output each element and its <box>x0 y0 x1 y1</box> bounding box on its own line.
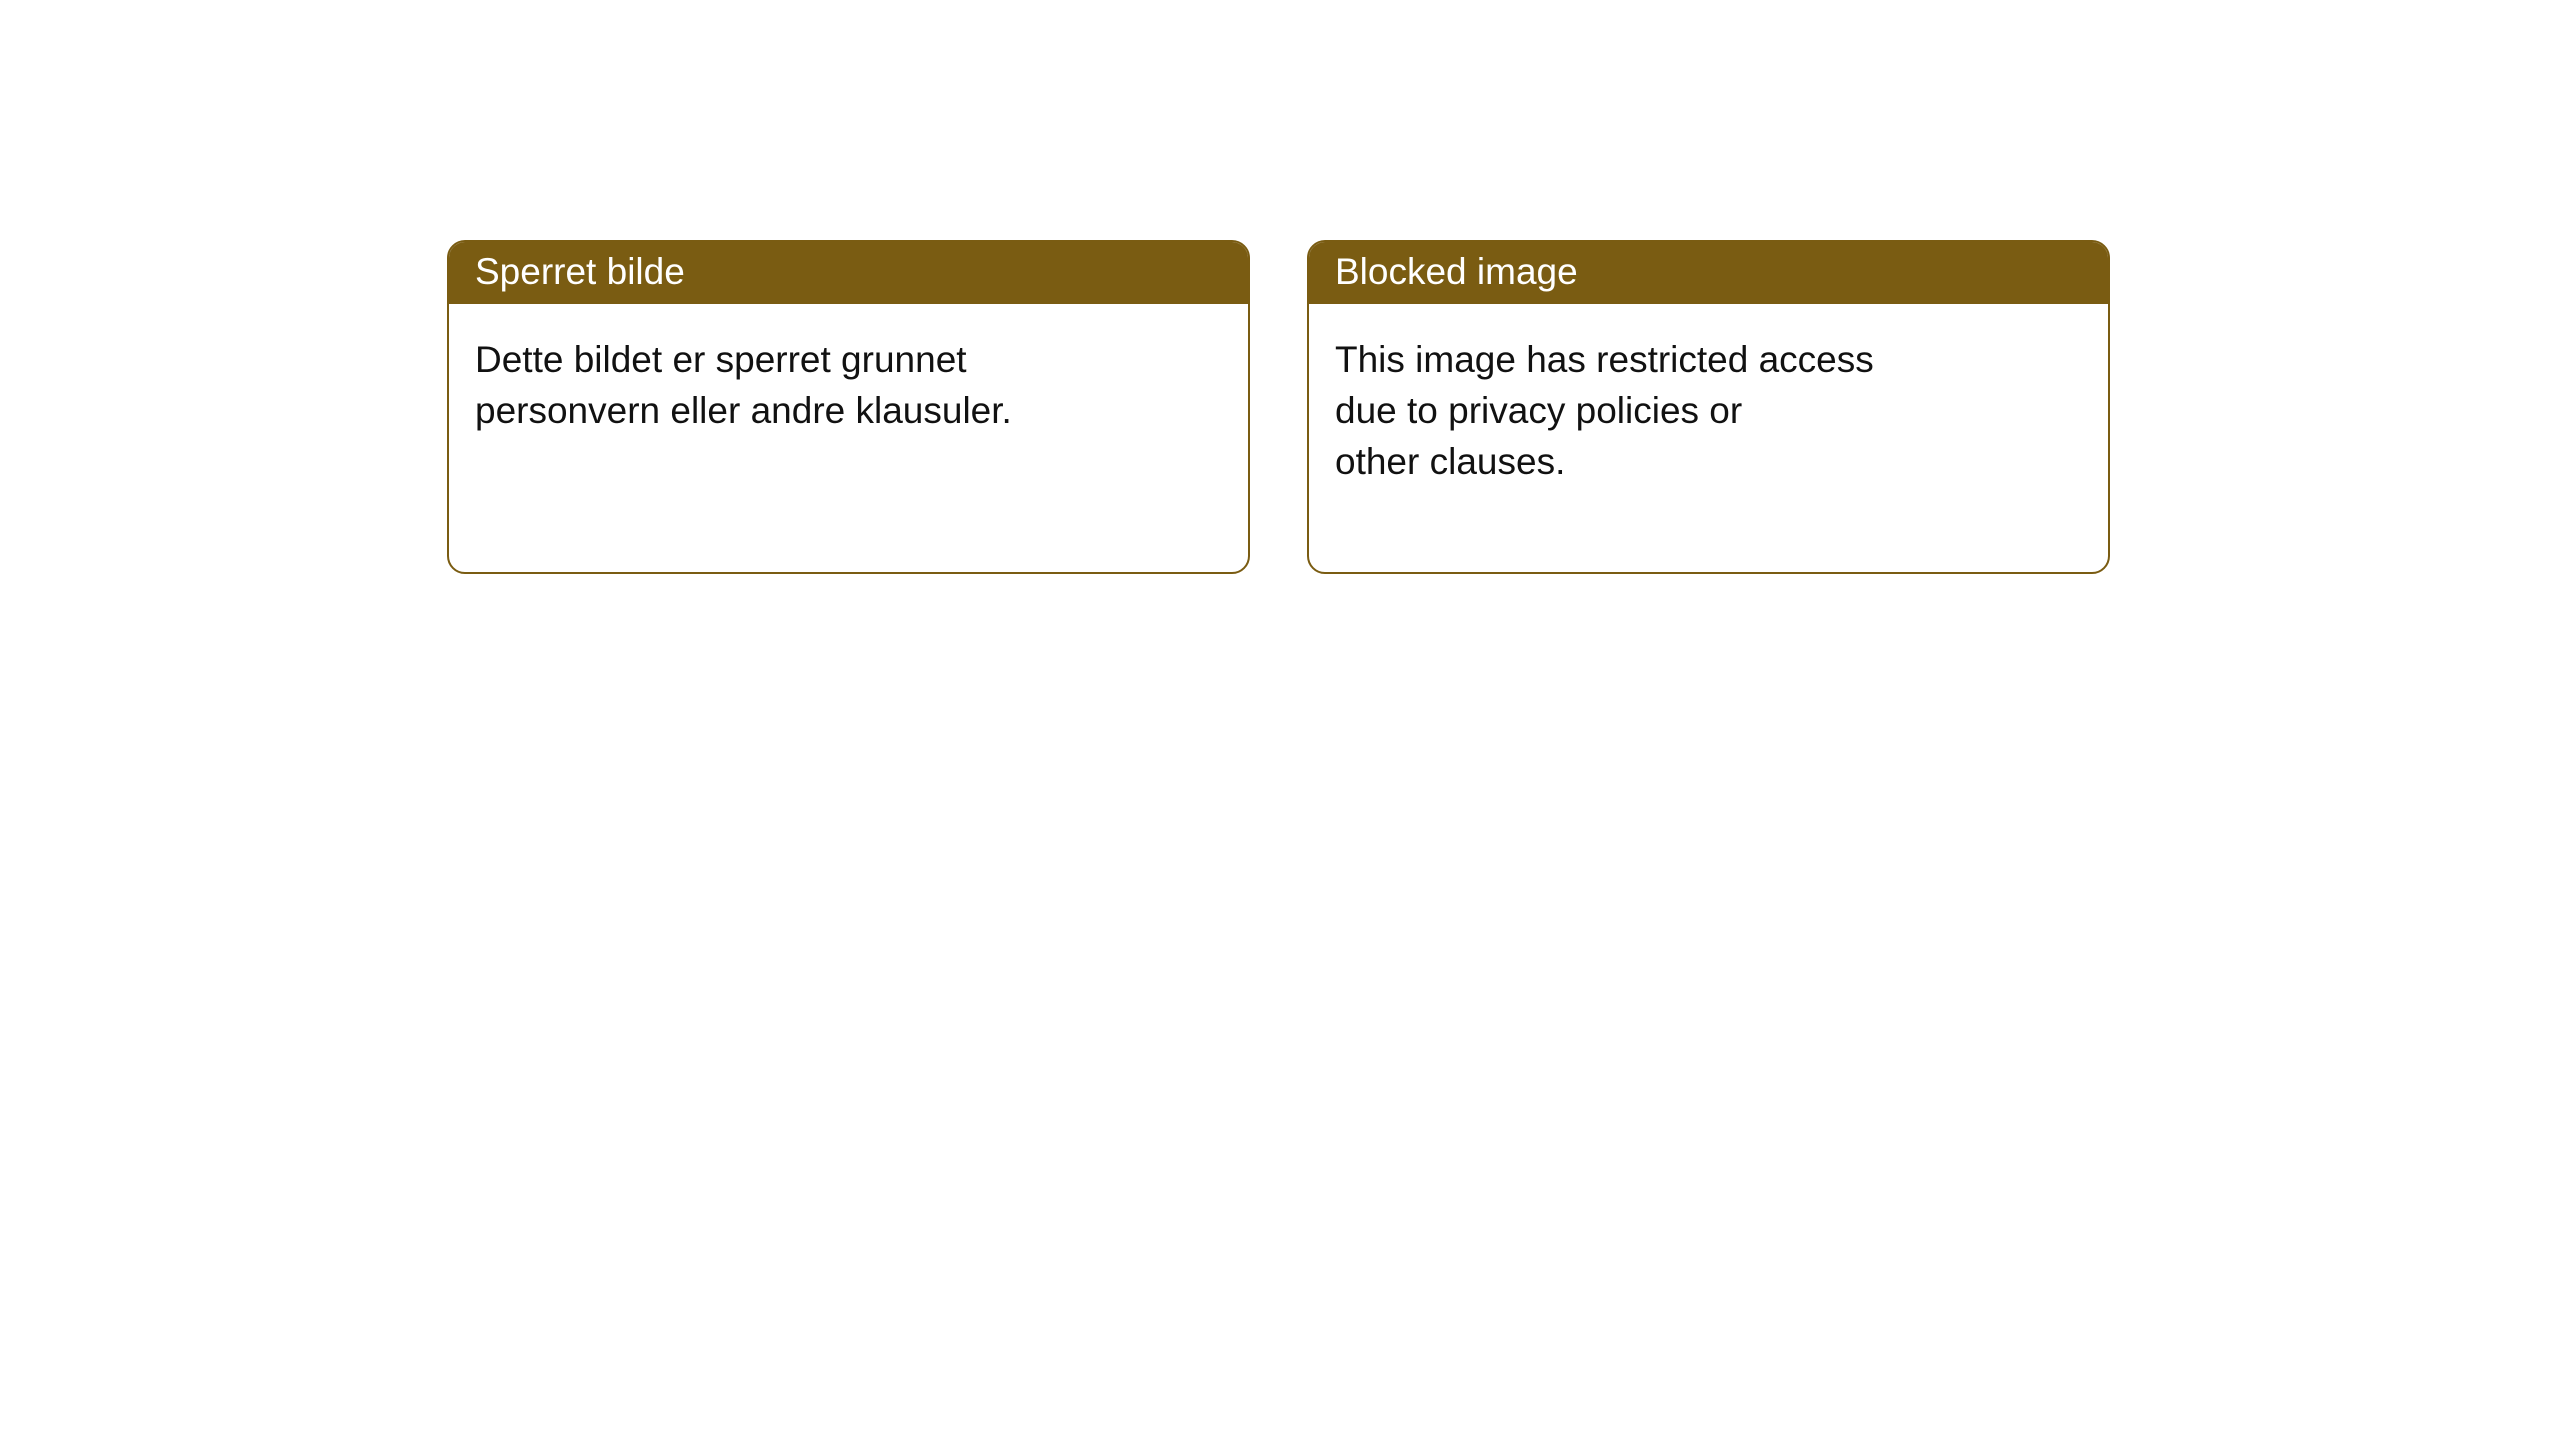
notice-header-en: Blocked image <box>1309 242 2108 304</box>
notice-wrapper: Sperret bilde Dette bildet er sperret gr… <box>0 0 2560 574</box>
notice-header-nb: Sperret bilde <box>449 242 1248 304</box>
notice-body-nb: Dette bildet er sperret grunnet personve… <box>449 304 1248 458</box>
notice-card-en: Blocked image This image has restricted … <box>1307 240 2110 574</box>
notice-card-nb: Sperret bilde Dette bildet er sperret gr… <box>447 240 1250 574</box>
notice-body-en: This image has restricted access due to … <box>1309 304 2108 509</box>
